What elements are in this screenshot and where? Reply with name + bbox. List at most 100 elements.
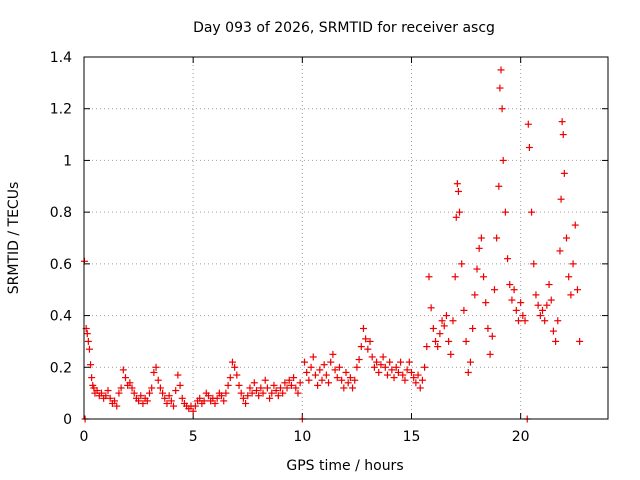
grid-lines [84, 57, 608, 419]
data-point-marker [567, 291, 575, 299]
data-point-marker [213, 394, 221, 402]
y-tick-label: 0.2 [50, 360, 72, 376]
data-point-marker [83, 330, 91, 338]
data-point-marker [237, 389, 245, 397]
data-point-marker [130, 389, 138, 397]
data-point-marker [536, 312, 544, 320]
y-axis-label: SRMTID / TECUs [6, 182, 22, 295]
data-point-marker [359, 325, 367, 332]
data-point-marker [386, 358, 394, 366]
data-point-marker [290, 374, 298, 382]
data-point-marker [521, 317, 529, 325]
data-point-marker [257, 384, 265, 392]
data-point-marker [480, 273, 488, 281]
data-point-marker [366, 337, 374, 345]
data-point-marker [477, 234, 485, 242]
data-point-marker [281, 379, 289, 387]
data-point-marker [104, 387, 112, 395]
data-point-marker [146, 389, 153, 397]
data-point-marker [159, 389, 167, 397]
x-tick-label: 5 [189, 429, 198, 445]
data-point-marker [427, 304, 435, 312]
data-point-marker [266, 394, 274, 402]
data-point-marker [454, 187, 462, 195]
data-point-marker [449, 317, 457, 325]
data-point-marker [287, 381, 295, 389]
y-tick-label: 0.6 [50, 257, 72, 273]
data-point-marker [573, 286, 581, 294]
data-point-marker [338, 376, 346, 384]
y-tick-label: 1.4 [50, 50, 72, 66]
data-point-marker [486, 350, 494, 358]
data-point-marker [543, 301, 551, 309]
data-point-marker [499, 156, 507, 164]
data-point-marker [301, 358, 309, 366]
data-point-marker [403, 366, 411, 374]
data-point-marker [252, 387, 260, 395]
data-point-marker [220, 397, 228, 405]
data-point-marker [106, 394, 114, 402]
plot-frame [83, 56, 609, 420]
data-point-marker [305, 376, 313, 384]
data-point-marker [119, 366, 127, 374]
data-point-marker [456, 208, 464, 216]
data-point-marker [283, 384, 291, 392]
data-point-marker [156, 384, 164, 392]
data-point-marker [126, 379, 134, 387]
data-point-marker [93, 387, 101, 395]
data-point-marker [303, 368, 311, 376]
data-point-marker [425, 273, 433, 281]
data-point-marker [102, 392, 110, 400]
data-point-marker [436, 330, 444, 338]
data-point-marker [453, 180, 461, 188]
data-point-marker [333, 374, 341, 382]
data-point-marker [440, 322, 448, 330]
data-point-marker [318, 376, 326, 384]
data-point-marker [482, 299, 490, 307]
x-tick-label: 0 [80, 429, 89, 445]
data-point-marker [355, 356, 363, 364]
data-point-marker [154, 376, 162, 384]
data-point-marker [226, 374, 234, 382]
y-tick-label: 0.4 [50, 309, 72, 325]
chart-title: Day 093 of 2026, SRMTID for receiver asc… [193, 20, 495, 36]
data-point-marker [87, 361, 95, 369]
data-point-marker [397, 358, 405, 366]
data-point-marker [495, 182, 503, 190]
data-point-marker [539, 306, 546, 314]
data-point-marker [517, 299, 525, 307]
data-point-marker [268, 389, 276, 397]
data-point-marker [244, 392, 252, 400]
data-point-marker [353, 363, 361, 371]
data-point-marker [377, 361, 385, 369]
data-point-marker [434, 343, 442, 351]
y-tick-label: 1.2 [50, 102, 72, 118]
data-point-marker [117, 384, 125, 392]
data-point-marker [137, 392, 145, 400]
data-point-marker [412, 379, 420, 387]
data-point-marker [375, 368, 383, 376]
data-point-marker [176, 381, 184, 389]
data-point-marker [325, 379, 333, 387]
data-point-marker [143, 397, 151, 405]
data-point-marker [410, 374, 418, 382]
data-point-marker [191, 402, 199, 410]
data-point-marker [558, 118, 566, 126]
data-point-marker [514, 317, 522, 325]
data-point-marker [364, 345, 372, 353]
data-point-marker [498, 105, 506, 113]
data-point-marker [296, 379, 304, 387]
data-point-marker [362, 335, 370, 343]
data-point-marker [351, 376, 359, 384]
data-point-marker [349, 384, 357, 392]
data-point-marker [178, 394, 186, 402]
data-point-marker [512, 306, 520, 314]
data-point-marker [451, 273, 459, 281]
data-point-marker [233, 371, 241, 379]
data-point-marker [429, 325, 437, 332]
data-points [80, 66, 584, 423]
data-point-marker [204, 392, 212, 400]
data-point-marker [263, 384, 271, 392]
data-point-marker [250, 379, 258, 387]
data-point-marker [545, 281, 553, 289]
